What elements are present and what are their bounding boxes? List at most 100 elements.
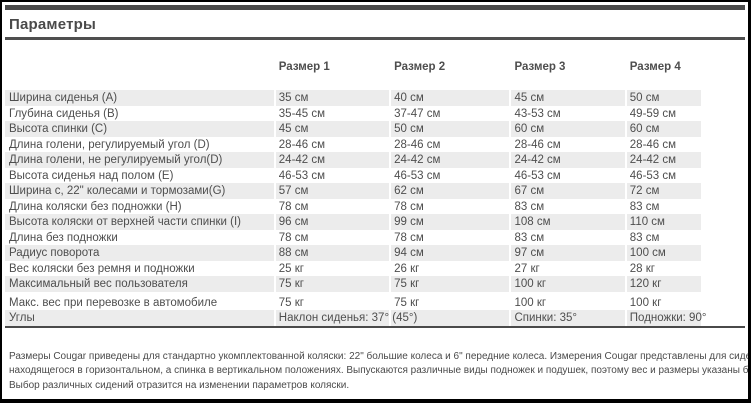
cell-value: 75 кг <box>391 276 510 292</box>
cell-value: 28-46 см <box>629 138 677 151</box>
cell-value: 28 кг <box>629 262 655 275</box>
cell-value: 27 кг <box>514 262 540 275</box>
row-label: Углы <box>5 310 274 326</box>
cell-value: 78 см <box>394 231 424 244</box>
cell-value: 75 кг <box>394 296 420 309</box>
parameters-table: Размер 1 Размер 2 Размер 3 Размер 4 Шири… <box>3 40 706 326</box>
column-header-empty <box>5 40 274 90</box>
cell-value: Подножки: 90° <box>626 310 706 326</box>
cell-value: 26 кг <box>394 262 420 275</box>
cell-value: 83 см <box>629 200 660 213</box>
row-label: Ширина сиденья (A) <box>5 90 274 106</box>
cell-value: 25 кг <box>278 262 304 275</box>
cell-value: 94 см <box>391 245 510 261</box>
row-label: Радиус поворота <box>5 245 274 261</box>
cell-value: Наклон сиденья: 37° (45°) <box>275 310 417 326</box>
footnote-line: находящегося в горизонтальном, а спинка … <box>9 365 751 376</box>
cell-value: 50 см <box>391 121 510 137</box>
table-row: Длина без подножки 78 см 78 см 83 см 83 см <box>5 230 701 246</box>
row-label: Вес коляски без ремня и подножки <box>9 262 195 275</box>
cell-value: 60 см <box>626 121 701 137</box>
row-label: Максимальный вес пользователя <box>5 276 274 292</box>
cell-value: 35-45 см <box>278 107 326 120</box>
table-row: Макс. вес при перевозке в автомобиле 75 к… <box>5 292 701 311</box>
table-bottom-divider <box>5 325 745 328</box>
cell-value: 40 см <box>391 90 510 106</box>
table-header-row: Размер 1 Размер 2 Размер 3 Размер 4 <box>5 40 701 90</box>
top-divider <box>5 5 745 10</box>
cell-value: 28-46 см <box>278 138 326 151</box>
table-row: Ширина с, 22" колесами и тормозами(G) 57 … <box>5 183 701 199</box>
row-label: Ширина с, 22" колесами и тормозами(G) <box>5 183 274 199</box>
table-row: Высота спинки (C) 45 см 50 см 60 см 60 см <box>5 121 701 137</box>
table-row: Длина голени, не регулируемый угол(D) 24-… <box>5 152 701 168</box>
row-label: Длина без подножки <box>9 231 118 244</box>
footnote-line: Выбор различных сидений отразится на изм… <box>9 379 350 391</box>
cell-value: 120 кг <box>626 276 701 292</box>
cell-value: 46-53 см <box>514 169 561 182</box>
cell-value: 67 см <box>511 183 625 199</box>
cell-value: 57 см <box>275 183 390 199</box>
row-label: Длина коляски без подножки (H) <box>9 200 182 213</box>
cell-value: 78 см <box>278 200 309 213</box>
table-row: Максимальный вес пользователя 75 кг 75 кг 1… <box>5 276 701 292</box>
row-label: Длина голени, не регулируемый угол(D) <box>5 152 274 168</box>
cell-value: 35 см <box>275 90 390 106</box>
cell-value: 24-42 см <box>391 152 510 168</box>
cell-value: 46-53 см <box>394 169 441 182</box>
row-label: Макс. вес при перевозке в автомобиле <box>9 296 218 309</box>
cell-value: 60 см <box>511 121 625 137</box>
table-row: Радиус поворота 88 см 94 см 97 см 100 см <box>5 245 701 261</box>
cell-value: 83 см <box>514 231 545 244</box>
cell-value: 100 см <box>626 245 701 261</box>
cell-value: 46-53 см <box>278 169 326 182</box>
table-row: Высота сиденья над полом (E) 46-53 см 46-5… <box>5 168 701 184</box>
table-row: Длина голени, регулируемый угол (D) 28-46… <box>5 137 701 153</box>
row-label: Глубина сиденья (B) <box>9 107 119 120</box>
cell-value: 24-42 см <box>275 152 390 168</box>
table-row: Длина коляски без подножки (H) 78 см 78 см… <box>5 199 701 215</box>
table-row: Вес коляски без ремня и подножки 25 кг 26 … <box>5 261 701 277</box>
cell-value: 83 см <box>514 200 545 213</box>
cell-value: 50 см <box>626 90 701 106</box>
page-title: Параметры <box>9 16 96 33</box>
cell-value: 45 см <box>511 90 625 106</box>
cell-value: 97 см <box>511 245 625 261</box>
row-label: Высота коляски от верхней части спинки (… <box>5 214 274 230</box>
cell-value: 110 см <box>626 214 701 230</box>
cell-value: 75 кг <box>275 276 390 292</box>
cell-value: 100 кг <box>629 296 662 309</box>
row-label: Высота сиденья над полом (E) <box>9 169 174 182</box>
footnote-line: Размеры Cougar приведены для стандартно … <box>9 350 751 362</box>
cell-value: 24-42 см <box>511 152 625 168</box>
cell-value <box>391 310 510 326</box>
cell-value: 24-42 см <box>626 152 701 168</box>
cell-value: 100 кг <box>511 276 625 292</box>
cell-value: 45 см <box>275 121 390 137</box>
table-row: Глубина сиденья (B) 35-45 см 37-47 см 43-53… <box>5 106 701 122</box>
column-header-size-4: Размер 4 <box>629 61 681 73</box>
cell-value: 28-46 см <box>394 138 441 151</box>
column-header-size-2: Размер 2 <box>394 61 446 73</box>
table-row: Углы Наклон сиденья: 37° (45°) Спинки: 35°… <box>5 310 706 326</box>
cell-value: Спинки: 35° <box>511 310 625 326</box>
cell-value: 83 см <box>629 231 660 244</box>
cell-value: 96 см <box>275 214 390 230</box>
footnote: Размеры Cougar приведены для стандартно … <box>9 350 748 394</box>
column-header-size-1: Размер 1 <box>278 61 330 73</box>
cell-value: 88 см <box>275 245 390 261</box>
table-row: Высота коляски от верхней части спинки (… <box>5 214 701 230</box>
cell-value: 99 см <box>391 214 510 230</box>
cell-value: 62 см <box>391 183 510 199</box>
cell-value: 49-59 см <box>629 107 677 120</box>
cell-value: 37-47 см <box>394 107 441 120</box>
cell-value: 108 см <box>511 214 625 230</box>
cell-value: 75 кг <box>278 296 304 309</box>
cell-value: 100 кг <box>514 296 547 309</box>
cell-value: 43-53 см <box>514 107 561 120</box>
row-label: Длина голени, регулируемый угол (D) <box>9 138 210 151</box>
title-divider <box>5 37 745 40</box>
table-row: Ширина сиденья (A) 35 см 40 см 45 см 50 см <box>5 90 701 106</box>
cell-value: 72 см <box>626 183 701 199</box>
